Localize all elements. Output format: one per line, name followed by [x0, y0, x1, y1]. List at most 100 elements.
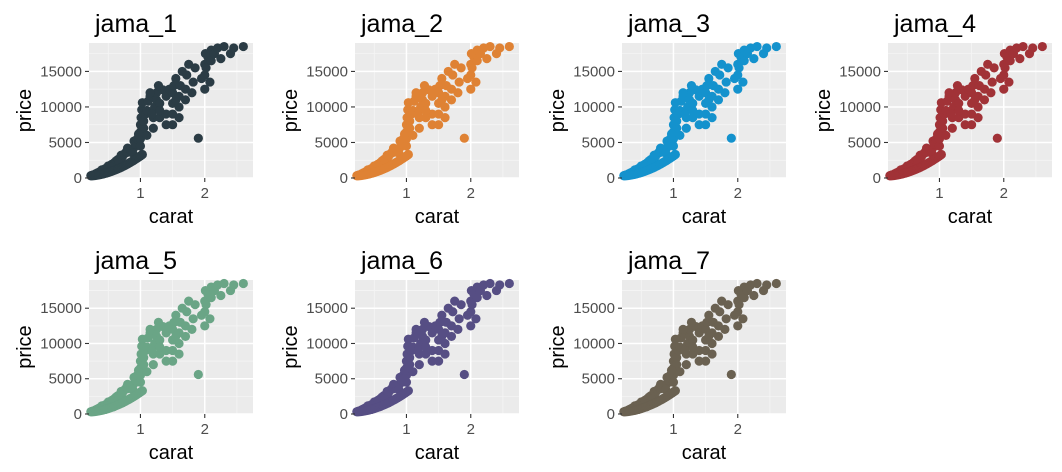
- x-tick-label: 2: [201, 421, 209, 438]
- data-point: [472, 56, 482, 66]
- data-point: [733, 307, 743, 317]
- y-tick-label: 5000: [49, 371, 82, 388]
- data-point: [734, 300, 744, 310]
- y-tick-label: 10000: [40, 99, 82, 116]
- data-point: [437, 73, 447, 84]
- data-point: [467, 300, 477, 310]
- data-point: [434, 356, 444, 366]
- data-point: [471, 314, 481, 324]
- x-tick-label: 1: [136, 421, 144, 438]
- data-point: [421, 105, 431, 116]
- data-point: [187, 324, 197, 334]
- data-point: [694, 120, 704, 130]
- data-point: [171, 331, 181, 342]
- data-point: [938, 116, 948, 126]
- y-axis-title: price: [280, 325, 302, 368]
- data-point: [726, 369, 736, 380]
- data-point: [762, 280, 772, 290]
- panel-title: jama_2: [360, 10, 443, 38]
- data-point: [206, 56, 216, 66]
- data-point: [686, 81, 697, 91]
- data-point: [715, 70, 725, 80]
- panel-jama_5: 0 5000 10000 15000 1 2 carat price jama_5: [14, 247, 253, 464]
- x-tick-label: 1: [669, 185, 677, 202]
- data-point: [749, 54, 759, 64]
- data-point: [670, 149, 680, 160]
- data-point: [681, 123, 691, 133]
- data-point: [448, 70, 458, 80]
- data-point: [999, 84, 1009, 94]
- data-point: [992, 133, 1002, 143]
- data-point: [694, 356, 704, 366]
- data-point: [678, 324, 688, 334]
- data-point: [187, 88, 197, 98]
- y-axis-title: price: [14, 325, 36, 368]
- data-point: [169, 81, 179, 91]
- data-point: [934, 141, 945, 151]
- x-tick-label: 1: [402, 185, 410, 202]
- y-tick-label: 0: [873, 170, 881, 187]
- data-point: [174, 338, 184, 349]
- data-point: [454, 77, 464, 87]
- x-axis-title: carat: [948, 206, 993, 228]
- data-point: [713, 331, 724, 342]
- data-point: [229, 43, 239, 53]
- data-point: [193, 133, 203, 143]
- data-point: [720, 324, 730, 334]
- y-axis-title: price: [547, 325, 569, 368]
- data-point: [713, 95, 724, 105]
- data-point: [182, 307, 192, 317]
- data-point: [180, 95, 191, 105]
- data-point: [968, 81, 978, 91]
- data-point: [155, 98, 165, 108]
- data-point: [401, 141, 412, 151]
- data-point: [672, 352, 682, 363]
- data-point: [440, 349, 450, 359]
- data-point: [133, 129, 144, 139]
- x-tick-label: 2: [1000, 185, 1008, 202]
- data-point: [495, 43, 505, 53]
- data-point: [408, 130, 418, 140]
- data-point: [932, 129, 943, 139]
- data-point: [219, 41, 229, 52]
- panel-jama_6: 0 5000 10000 15000 1 2 carat price jama_6: [280, 247, 519, 464]
- data-point: [180, 331, 191, 342]
- data-point: [148, 123, 158, 133]
- y-tick-label: 0: [340, 406, 348, 423]
- data-point: [723, 300, 733, 310]
- data-point: [147, 345, 157, 356]
- y-tick-label: 15000: [40, 300, 82, 317]
- y-tick-label: 10000: [573, 335, 615, 352]
- data-point: [216, 54, 226, 64]
- data-point: [738, 77, 748, 87]
- data-point: [733, 70, 743, 80]
- data-point: [200, 307, 210, 317]
- data-point: [411, 88, 421, 98]
- data-point: [153, 81, 164, 91]
- data-point: [137, 386, 147, 396]
- data-point: [419, 81, 430, 91]
- y-axis-title: price: [280, 89, 302, 132]
- y-tick-label: 15000: [306, 300, 348, 317]
- panel-jama_4: 0 5000 10000 15000 1 2 carat price jama_4: [813, 10, 1052, 228]
- data-point: [504, 41, 514, 52]
- data-point: [155, 105, 165, 116]
- data-point: [670, 386, 680, 396]
- y-tick-label: 0: [74, 170, 82, 187]
- data-point: [446, 95, 457, 105]
- y-tick-label: 15000: [306, 63, 348, 80]
- data-point: [1004, 77, 1014, 87]
- data-point: [147, 109, 157, 119]
- data-point: [188, 77, 198, 87]
- data-point: [133, 365, 144, 375]
- panel-jama_3: 0 5000 10000 15000 1 2 carat price jama_3: [547, 10, 786, 228]
- y-tick-label: 0: [607, 170, 615, 187]
- data-point: [200, 321, 210, 331]
- data-point: [704, 310, 714, 320]
- data-point: [688, 335, 698, 345]
- data-point: [399, 365, 410, 375]
- data-point: [238, 41, 248, 52]
- data-point: [702, 81, 712, 91]
- data-point: [403, 149, 413, 160]
- data-point: [485, 278, 495, 289]
